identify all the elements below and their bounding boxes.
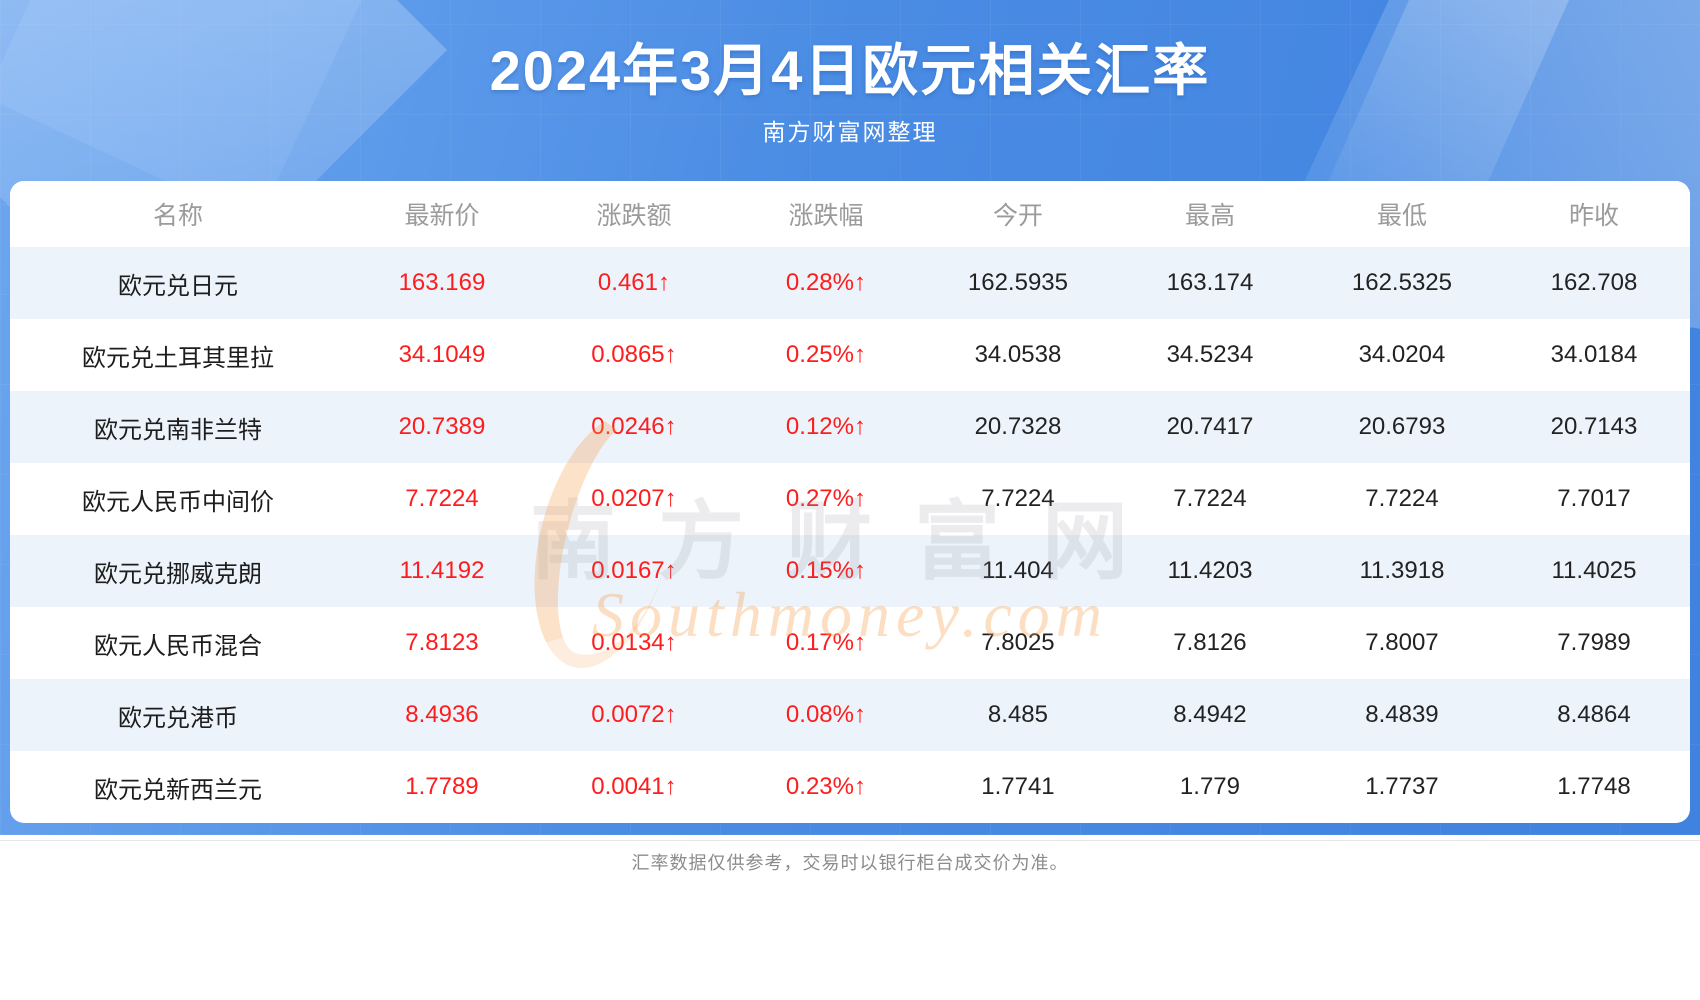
rate-value-cell: 20.7417 (1113, 391, 1306, 463)
rate-value-cell: 1.7789 (405, 773, 479, 800)
pair-name-cell: 欧元兑港币 (10, 679, 346, 751)
table-row: 欧元兑港币 8.4936 0.0072↑ 0.08%↑ 8.485 8.4942 8.483… (10, 679, 1690, 751)
table-row: 欧元兑南非兰特 20.7389 0.0246↑ 0.12%↑ 20.7328 20.741… (10, 391, 1690, 463)
rate-value-cell: 11.4025 (1497, 535, 1690, 607)
rate-value-cell: 8.4839 (1305, 679, 1498, 751)
pair-name-cell: 欧元兑挪威克朗 (10, 535, 346, 607)
rate-value-cell: 34.5234 (1166, 341, 1254, 368)
rate-value-cell: 34.0184 (1550, 341, 1638, 368)
col-header-high: 最高 (1113, 181, 1306, 247)
pair-name-cell: 欧元兑南非兰特 (10, 391, 346, 463)
rate-value-cell: 7.7017 (1557, 485, 1631, 512)
rates-table: 名称 最新价 涨跌额 涨跌幅 今开 最高 最低 昨收 欧元兑日元 163.169 0… (10, 181, 1690, 823)
rate-value-cell: 8.485 (921, 679, 1114, 751)
rate-value-cell: 8.4942 (1113, 679, 1306, 751)
rate-value-cell: 1.7737 (1365, 773, 1439, 800)
col-header-name: 名称 (10, 181, 346, 247)
rate-value-cell: 162.5935 (921, 247, 1114, 319)
rate-value-cell: 7.8123 (405, 629, 479, 656)
pair-name-cell: 欧元人民币混合 (93, 632, 262, 660)
pair-name-cell: 欧元兑新西兰元 (93, 776, 262, 804)
pair-name-cell: 欧元兑土耳其里拉 (81, 344, 274, 372)
col-header-change: 涨跌额 (537, 181, 730, 247)
footer-divider (0, 840, 1700, 841)
page-title: 2024年3月4日欧元相关汇率 (489, 39, 1211, 102)
rate-value-cell: 20.7143 (1497, 391, 1690, 463)
rate-value-cell: 34.1049 (398, 341, 486, 368)
col-header-prev-close: 昨收 (1497, 181, 1690, 247)
rate-value-cell: 0.25%↑ (785, 341, 866, 368)
rate-value-cell: 0.0072↑ (537, 679, 730, 751)
rate-value-cell: 163.174 (1113, 247, 1306, 319)
table-row: 欧元人民币混合 7.8123 0.0134↑ 0.17%↑ 7.8025 7.8126 7.… (10, 607, 1690, 679)
table-row: 欧元兑新西兰元 1.7789 0.0041↑ 0.23%↑ 1.7741 1.779 1.7… (10, 751, 1690, 823)
col-header-change-pct: 涨跌幅 (729, 181, 922, 247)
rate-value-cell: 11.4192 (345, 535, 538, 607)
table-row: 欧元兑挪威克朗 11.4192 0.0167↑ 0.15%↑ 11.404 11.4203… (10, 535, 1690, 607)
rate-value-cell: 7.7224 (1365, 485, 1439, 512)
rate-value-cell: 0.0167↑ (537, 535, 730, 607)
page-subtitle: 南方财富网整理 (762, 119, 938, 145)
rate-value-cell: 11.4203 (1113, 535, 1306, 607)
rate-value-cell: 8.4936 (345, 679, 538, 751)
rate-value-cell: 0.0134↑ (591, 629, 677, 656)
rate-value-cell: 11.404 (921, 535, 1114, 607)
rate-value-cell: 20.7389 (345, 391, 538, 463)
rate-value-cell: 1.7748 (1557, 773, 1631, 800)
rate-value-cell: 34.0538 (974, 341, 1062, 368)
pair-name-cell: 欧元兑日元 (10, 247, 346, 319)
rate-value-cell: 162.708 (1497, 247, 1690, 319)
rate-value-cell: 20.7328 (921, 391, 1114, 463)
rate-value-cell: 0.12%↑ (729, 391, 922, 463)
footer: 汇率数据仅供参考，交易时以银行柜台成交价为准。 (0, 835, 1700, 1000)
rate-value-cell: 0.08%↑ (729, 679, 922, 751)
rate-value-cell: 0.23%↑ (785, 773, 866, 800)
rate-value-cell: 0.461↑ (537, 247, 730, 319)
rate-value-cell: 7.7989 (1557, 629, 1631, 656)
rate-value-cell: 163.169 (345, 247, 538, 319)
rate-value-cell: 0.17%↑ (785, 629, 866, 656)
rate-value-cell: 0.0041↑ (591, 773, 677, 800)
rate-value-cell: 7.8007 (1365, 629, 1439, 656)
rate-value-cell: 34.0204 (1358, 341, 1446, 368)
rates-card: 名称 最新价 涨跌额 涨跌幅 今开 最高 最低 昨收 欧元兑日元 163.169 0… (10, 181, 1690, 823)
rate-value-cell: 8.4864 (1497, 679, 1690, 751)
rate-value-cell: 0.0246↑ (537, 391, 730, 463)
table-row: 欧元兑日元 163.169 0.461↑ 0.28%↑ 162.5935 163.174 1… (10, 247, 1690, 319)
table-row: 欧元人民币中间价 7.7224 0.0207↑ 0.27%↑ 7.7224 7.7224 7… (10, 463, 1690, 535)
rate-value-cell: 20.6793 (1305, 391, 1498, 463)
rate-value-cell: 7.8126 (1173, 629, 1247, 656)
col-header-open: 今开 (921, 181, 1114, 247)
rate-value-cell: 7.8025 (981, 629, 1055, 656)
rate-value-cell: 7.7224 (981, 485, 1055, 512)
rate-value-cell: 1.7741 (981, 773, 1055, 800)
rate-value-cell: 1.779 (1179, 773, 1240, 800)
rate-value-cell: 0.28%↑ (729, 247, 922, 319)
footer-disclaimer: 汇率数据仅供参考，交易时以银行柜台成交价为准。 (631, 853, 1069, 873)
rate-value-cell: 0.0207↑ (591, 485, 677, 512)
rate-value-cell: 162.5325 (1305, 247, 1498, 319)
rate-value-cell: 0.0865↑ (591, 341, 677, 368)
rate-value-cell: 0.15%↑ (729, 535, 922, 607)
table-header-row: 名称 最新价 涨跌额 涨跌幅 今开 最高 最低 昨收 (10, 181, 1690, 247)
rate-value-cell: 7.7224 (405, 485, 479, 512)
rate-value-cell: 7.7224 (1173, 485, 1247, 512)
col-header-low: 最低 (1305, 181, 1498, 247)
table-row: 欧元兑土耳其里拉 34.1049 0.0865↑ 0.25%↑ 34.0538 34.52… (10, 319, 1690, 391)
rate-value-cell: 0.27%↑ (785, 485, 866, 512)
rate-value-cell: 11.3918 (1305, 535, 1498, 607)
col-header-latest: 最新价 (345, 181, 538, 247)
pair-name-cell: 欧元人民币中间价 (81, 488, 274, 516)
